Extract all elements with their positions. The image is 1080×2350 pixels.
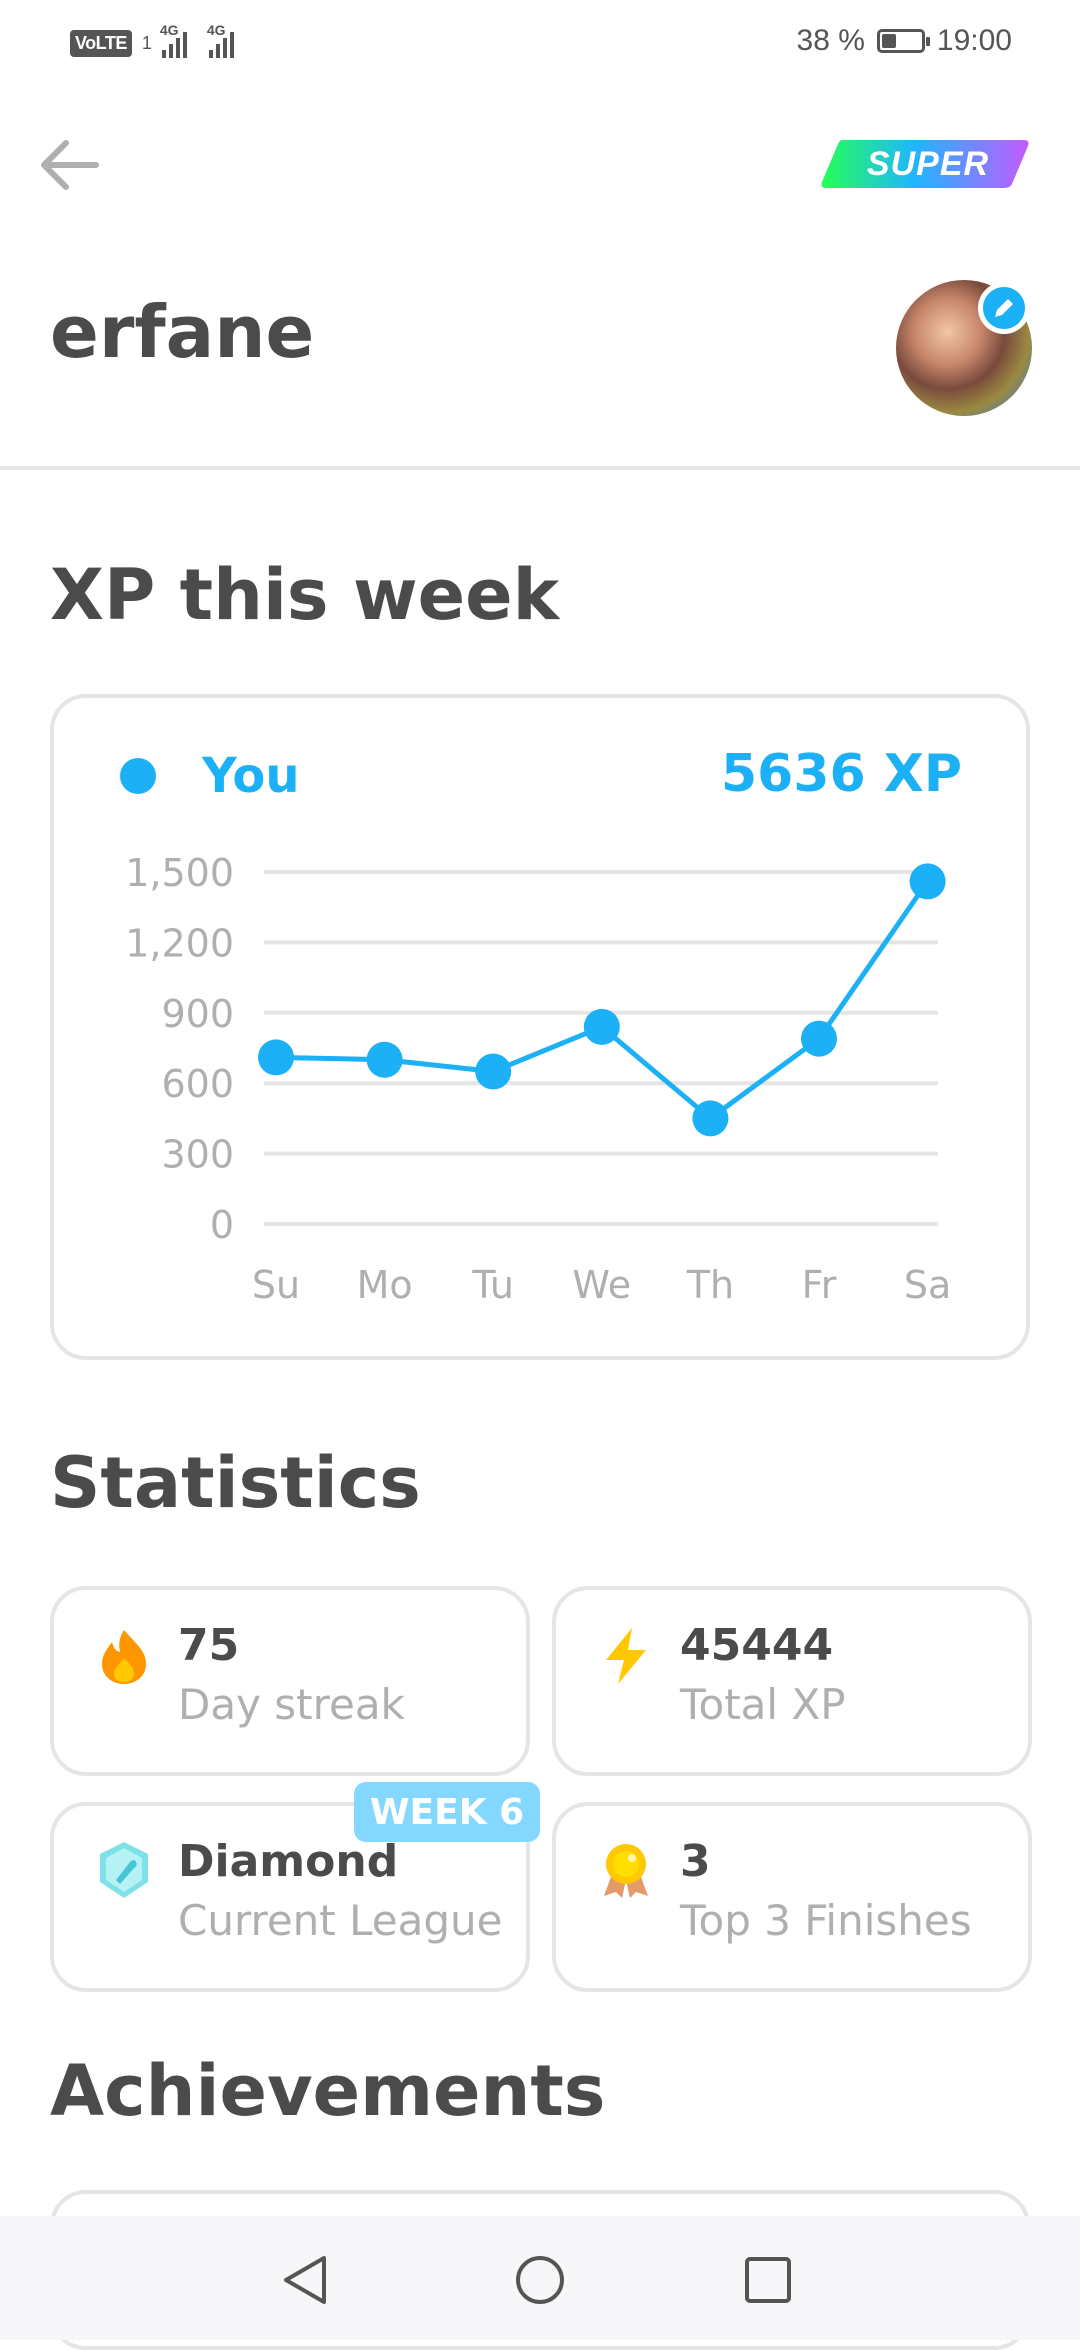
stat-label: Day streak <box>178 1680 405 1729</box>
lightning-icon <box>606 1628 646 1684</box>
legend-label: You <box>202 748 300 804</box>
back-button[interactable] <box>36 130 106 200</box>
stat-value: 75 <box>178 1620 240 1671</box>
y-tick-label: 1,200 <box>125 921 234 965</box>
y-tick-label: 1,500 <box>125 851 234 895</box>
data-point <box>475 1053 512 1090</box>
data-point <box>258 1039 294 1076</box>
diamond-league-icon <box>100 1842 148 1898</box>
xp-total: 5636 XP <box>720 744 962 804</box>
y-tick-label: 300 <box>161 1133 234 1177</box>
x-tick-label: Mo <box>357 1263 413 1307</box>
volte-indicator: VoLTE <box>70 29 132 57</box>
battery-icon <box>876 29 930 53</box>
stat-value: 45444 <box>680 1620 834 1671</box>
y-tick-label: 0 <box>210 1203 234 1247</box>
nav-home-icon[interactable] <box>514 2254 566 2306</box>
data-point <box>366 1041 403 1078</box>
nav-recents-icon[interactable] <box>744 2256 792 2304</box>
data-point <box>583 1008 620 1045</box>
stat-label: Current League <box>178 1896 503 1945</box>
signal-icon: 4G <box>207 22 234 58</box>
fire-icon <box>102 1630 146 1684</box>
status-icons-right: 38 % 19:00 <box>797 24 1012 58</box>
status-icons-left: VoLTE 1 4G 4G <box>70 22 234 58</box>
battery-percent: 38 % <box>796 24 865 57</box>
header-divider <box>0 466 1080 470</box>
xp-section-title: XP this week <box>50 554 560 636</box>
sim-indicator: 1 <box>141 32 152 53</box>
stat-value: Diamond <box>178 1836 399 1887</box>
arrow-left-icon <box>41 140 99 190</box>
nav-back-icon[interactable] <box>280 2254 330 2306</box>
data-point <box>801 1020 837 1057</box>
x-tick-label: Fr <box>802 1263 837 1307</box>
data-point <box>909 863 946 900</box>
stat-label: Top 3 Finishes <box>680 1896 972 1945</box>
network-type-label: 4G <box>206 22 226 38</box>
signal-icon: 4G <box>160 22 187 58</box>
stat-card-league[interactable]: Diamond Current League <box>50 1802 530 1992</box>
stat-card-total-xp[interactable]: 45444 Total XP <box>552 1586 1032 1776</box>
y-tick-label: 900 <box>161 992 234 1036</box>
x-tick-label: Su <box>252 1263 300 1307</box>
system-nav-bar <box>0 2216 1080 2340</box>
edit-avatar-button[interactable] <box>978 282 1030 334</box>
status-bar: VoLTE 1 4G 4G 38 % 19:00 <box>0 0 1080 90</box>
week-badge: WEEK 6 <box>354 1782 540 1842</box>
x-tick-label: Th <box>686 1263 734 1307</box>
xp-chart-card <box>50 694 1030 1360</box>
stat-value: 3 <box>680 1836 711 1887</box>
stat-card-top3[interactable]: 3 Top 3 Finishes <box>552 1802 1032 1992</box>
pencil-icon <box>995 299 1013 317</box>
super-badge[interactable]: SUPER <box>820 138 1030 190</box>
achievements-title: Achievements <box>50 2050 606 2132</box>
medal-icon <box>604 1844 648 1898</box>
data-point <box>692 1100 729 1137</box>
y-tick-label: 600 <box>161 1062 234 1106</box>
stat-label: Total XP <box>680 1680 846 1729</box>
super-badge-label: SUPER <box>867 145 989 183</box>
profile-username: erfane <box>50 290 315 374</box>
stat-card-streak[interactable]: 75 Day streak <box>50 1586 530 1776</box>
x-tick-label: Tu <box>471 1263 514 1307</box>
legend-dot <box>120 758 156 794</box>
x-tick-label: Sa <box>904 1263 951 1307</box>
network-type-label: 4G <box>159 22 179 38</box>
clock: 19:00 <box>936 24 1012 57</box>
statistics-title: Statistics <box>50 1442 421 1524</box>
x-tick-label: We <box>572 1263 631 1307</box>
